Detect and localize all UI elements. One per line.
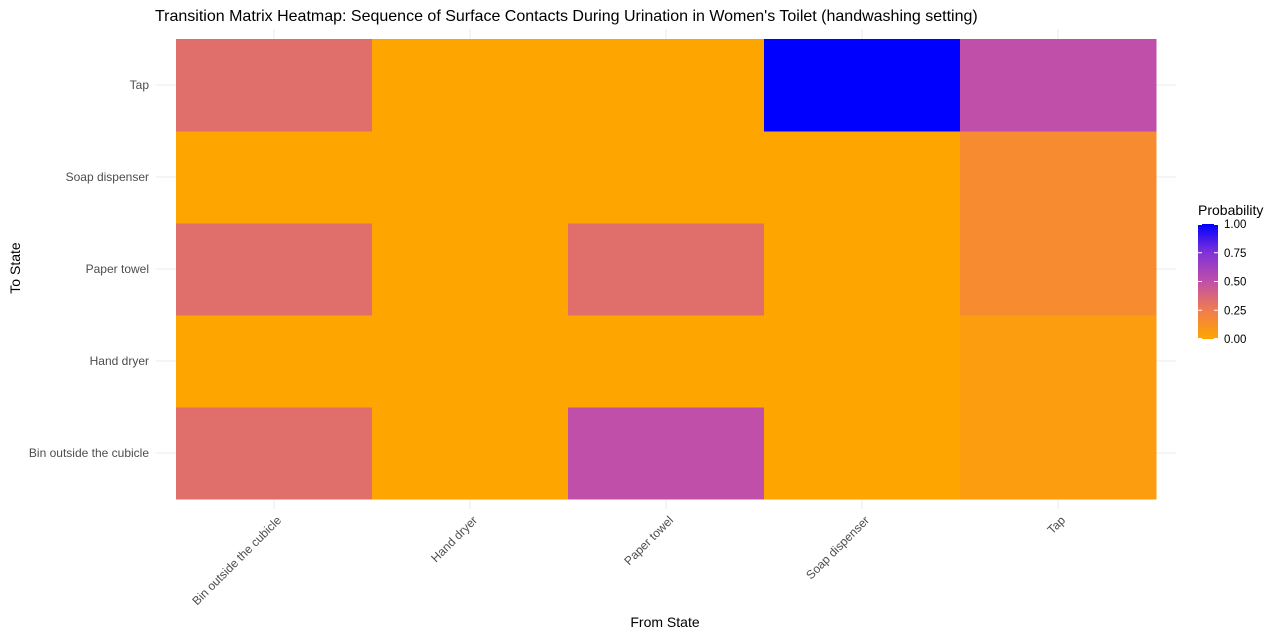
y-axis-ticks: Bin outside the cubicle Hand dryer Paper t… [29,78,149,460]
heatmap-cell [176,39,373,132]
heatmap-cell [568,315,765,408]
heatmap-cell [372,39,569,132]
heatmap-cell [372,223,569,316]
legend-tick-label: 0.25 [1224,305,1246,317]
heatmap-cell [568,407,765,500]
y-tick-label: Paper towel [86,262,149,276]
legend-tick-label: 0.00 [1224,334,1246,346]
chart-title: Transition Matrix Heatmap: Sequence of S… [155,8,978,25]
legend-title: Probability [1198,202,1263,218]
heatmap-cell [568,39,765,132]
y-tick-label: Tap [130,78,150,92]
heatmap-cell [764,131,961,224]
legend-tick-label: 0.50 [1224,277,1246,289]
heatmap-cell [568,223,765,316]
heatmap-cell [764,407,961,500]
heatmap-cell [568,131,765,224]
legend-colorbar [1198,224,1218,339]
y-tick-label: Soap dispenser [66,170,149,184]
x-tick-label: Hand dryer [428,513,480,565]
heatmap-cell [176,131,373,224]
heatmap-cell [372,315,569,408]
y-axis-title: To State [7,242,23,294]
heatmap-cell [960,39,1157,132]
heatmap-cell [960,315,1157,408]
heatmap-cell [764,39,961,132]
heatmap-cell [960,131,1157,224]
y-tick-label: Hand dryer [90,354,149,368]
x-axis-title: From State [630,614,699,630]
legend: Probability 0.00 0.25 0.50 0.75 1.00 [1198,202,1263,346]
heatmap-cell [372,131,569,224]
y-tick-label: Bin outside the cubicle [29,446,149,460]
legend-tick-label: 0.75 [1224,248,1246,260]
x-tick-label: Paper towel [621,513,676,568]
heatmap-cell [176,223,373,316]
heatmap-cell [764,223,961,316]
x-tick-label: Soap dispenser [803,513,872,582]
heatmap-cell [960,223,1157,316]
legend-ticks: 0.00 0.25 0.50 0.75 1.00 [1198,219,1246,346]
legend-tick-label: 1.00 [1224,219,1246,231]
x-axis-ticks: Bin outside the cubicle Hand dryer Paper t… [189,513,1068,608]
heatmap-cell [176,315,373,408]
x-tick-label: Bin outside the cubicle [189,513,284,608]
x-tick-label: Tap [1045,513,1069,537]
heatmap-cells [176,39,1157,500]
heatmap-cell [176,407,373,500]
heatmap-cell [764,315,961,408]
heatmap-cell [372,407,569,500]
heatmap-cell [960,407,1157,500]
